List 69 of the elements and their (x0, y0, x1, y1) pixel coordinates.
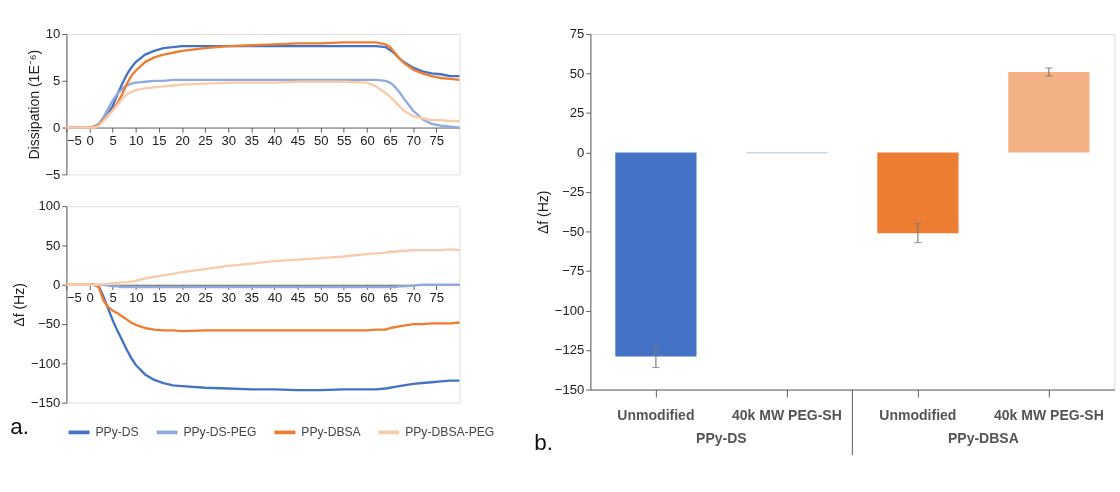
x-tick-label: 10 (128, 132, 144, 148)
y-tick-label: −150 (30, 394, 61, 410)
text: PPy-DBSA (947, 429, 1019, 446)
x-tick-label: 70 (406, 290, 421, 306)
x-tick-label: 65 (383, 132, 398, 148)
y-tick-label: 50 (45, 237, 61, 253)
x-tick-label: 60 (360, 290, 375, 306)
y-axis-title: Δf (Hz) (535, 190, 552, 235)
y-tick-label: −100 (554, 302, 585, 318)
x-tick-label: −5 (66, 132, 82, 148)
x-tick-label: 15 (152, 290, 167, 306)
y-tick-label: 10 (45, 26, 61, 42)
legend-label: PPy-DS (95, 425, 139, 440)
y-tick-label: 0 (53, 119, 61, 135)
x-tick-label: Unmodified (617, 406, 695, 423)
x-tick-label: 10 (128, 290, 144, 306)
x-tick-label: 40k MW PEG-SH (731, 406, 842, 423)
y-tick-label: −25 (562, 184, 585, 200)
x-tick-label: Unmodified (879, 406, 957, 423)
x-tick-label: 30 (221, 290, 236, 306)
x-tick-label: 30 (221, 132, 236, 148)
y-tick-label: −75 (562, 263, 585, 279)
x-tick-label: 35 (244, 290, 260, 306)
y-tick-label: −100 (30, 355, 61, 371)
x-tick-label: 35 (244, 132, 260, 148)
y-tick-label: 0 (577, 144, 585, 160)
x-tick-label: 75 (429, 290, 445, 306)
x-tick-label: 25 (198, 290, 213, 306)
legend-label: PPy-DBSA (301, 425, 362, 440)
text: a. (10, 413, 30, 439)
x-tick-label: 50 (313, 290, 329, 306)
x-tick-label: 40 (267, 290, 283, 306)
legend-label: PPy-DBSA-PEG (405, 425, 495, 440)
y-tick-label: −50 (38, 316, 61, 332)
x-tick-label: 75 (429, 132, 445, 148)
y-tick-label: 75 (569, 26, 585, 42)
x-tick-label: 45 (290, 132, 306, 148)
x-tick-label: 55 (337, 290, 352, 306)
x-tick-label: 45 (290, 290, 306, 306)
x-tick-label: 0 (86, 290, 94, 306)
x-tick-label: 5 (109, 132, 117, 148)
x-tick-label: 15 (152, 132, 167, 148)
x-tick-label: 60 (360, 132, 375, 148)
y-tick-label: −5 (45, 166, 61, 182)
text: b. (534, 430, 553, 456)
y-tick-label: 25 (569, 105, 585, 121)
y-tick-label: −150 (554, 381, 585, 397)
x-tick-label: 50 (313, 132, 329, 148)
y-tick-label: 100 (38, 198, 61, 214)
x-tick-label: 0 (86, 132, 94, 148)
y-tick-label: −125 (554, 342, 585, 358)
x-tick-label: 40k MW PEG-SH (993, 406, 1104, 423)
y-tick-label: −50 (562, 223, 585, 239)
x-tick-label: 20 (175, 290, 190, 306)
y-axis-title: Δf (Hz) (11, 283, 28, 327)
x-tick-label: 40 (267, 132, 283, 148)
x-tick-label: 25 (198, 132, 213, 148)
x-tick-label: 20 (175, 132, 190, 148)
y-tick-label: 0 (53, 276, 61, 292)
y-tick-label: 5 (53, 73, 61, 89)
x-tick-label: 70 (406, 132, 421, 148)
x-tick-label: −5 (66, 290, 82, 306)
y-axis-title: Dissipation (1E⁻⁶) (25, 49, 42, 160)
x-tick-label: 55 (337, 132, 352, 148)
y-tick-label: 50 (569, 65, 585, 81)
x-tick-label: 65 (383, 290, 398, 306)
text: PPy-DS (696, 429, 747, 446)
legend-label: PPy-DS-PEG (183, 425, 257, 440)
x-tick-label: 5 (109, 290, 117, 306)
